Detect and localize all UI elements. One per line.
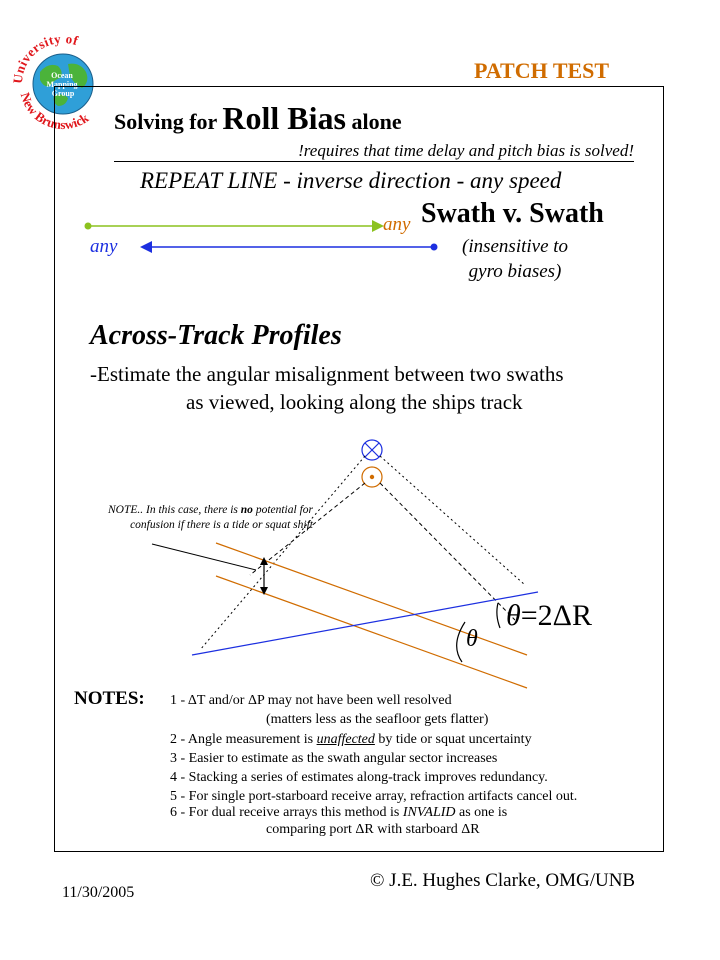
- forward-arrowhead: [372, 220, 384, 232]
- note-part-2: potential for: [252, 504, 313, 516]
- note-item-1-cont: (matters less as the seafloor gets flatt…: [266, 712, 489, 727]
- description-line-2: as viewed, looking along the ships track: [186, 390, 523, 414]
- note-item-2-b: by tide or squat uncertainty: [374, 732, 532, 747]
- any-forward-label: any: [383, 214, 411, 235]
- ship-out-of-page-icon: [361, 466, 383, 488]
- note-item-6-emph: INVALID: [402, 805, 456, 820]
- note-item-5: 5 - For single port-starboard receive ar…: [170, 789, 578, 804]
- note-leader-line: [151, 543, 257, 571]
- note-bold: no: [240, 504, 253, 516]
- globe-land-shape: [40, 63, 88, 106]
- insensitive-note: (insensitive to gyro biases): [462, 234, 568, 284]
- note-item-3: 3 - Easier to estimate as the swath angu…: [170, 751, 498, 766]
- note-item-2-emph: unaffected: [316, 732, 375, 747]
- title-main: Roll Bias: [222, 100, 346, 136]
- note-item-6: 6 - For dual receive arrays this method …: [170, 805, 507, 821]
- note-item-4: 4 - Stacking a series of estimates along…: [170, 770, 548, 785]
- note-item-6-cont: comparing port ΔR with starboard ΔR: [266, 822, 480, 837]
- repeat-line-text: REPEAT LINE - inverse direction - any sp…: [140, 168, 562, 193]
- title-prefix: Solving for: [114, 109, 223, 134]
- title-suffix: alone: [345, 109, 402, 134]
- slide-title: Solving for Roll Bias alone: [114, 100, 402, 137]
- note-item-2: 2 - Angle measurement is unaffected by t…: [170, 732, 532, 748]
- logo-inner-text: Ocean Mapping Group: [46, 71, 79, 98]
- notes-label: NOTES:: [74, 688, 145, 709]
- diagram-note-line-2: confusion if there is a tide or squat sh…: [130, 519, 313, 531]
- note-part-1: NOTE.. In this case, there is: [108, 504, 241, 516]
- footer-copyright: © J.E. Hughes Clarke, OMG/UNB: [370, 870, 636, 891]
- header-label: PATCH TEST: [474, 58, 610, 83]
- insensitive-line-2: gyro biases): [468, 261, 562, 282]
- footer-date: 11/30/2005: [62, 884, 135, 901]
- blue-beam-right: [379, 455, 526, 586]
- note-item-2-a: 2 - Angle measurement is: [170, 732, 317, 747]
- note-item-6-a: 6 - For dual receive arrays this method …: [170, 805, 403, 820]
- unb-omg-logo: Ocean Mapping Group University of New Br…: [10, 31, 94, 132]
- theta-equation-symbol: θ: [506, 599, 521, 632]
- note-item-1: 1 - ΔT and/or ΔP may not have been well …: [170, 693, 452, 708]
- insensitive-line-1: (insensitive to: [462, 236, 569, 257]
- across-track-heading: Across-Track Profiles: [90, 320, 342, 351]
- ship-into-page-icon: [361, 439, 383, 461]
- theta-label: θ: [466, 626, 478, 652]
- orange-profile-lower: [215, 575, 528, 689]
- reverse-arrowhead: [140, 241, 152, 253]
- diagram-note: NOTE.. In this case, there is no potenti…: [70, 503, 313, 533]
- across-track-description: -Estimate the angular misalignment betwe…: [90, 360, 640, 416]
- theta-equation: θ=2ΔR: [506, 599, 592, 633]
- reverse-start-dot: [430, 243, 438, 251]
- swath-label: Swath v. Swath: [421, 198, 604, 229]
- theta-arc-small: [456, 621, 466, 663]
- requirement-text: !requires that time delay and pitch bias…: [114, 141, 634, 162]
- diagram-note-line-1: NOTE.. In this case, there is no potenti…: [70, 503, 313, 518]
- note-item-6-b: as one is: [455, 805, 508, 820]
- forward-start-dot: [84, 222, 92, 230]
- slide-frame: [54, 86, 664, 852]
- theta-arc-large: [496, 602, 501, 629]
- theta-equation-rhs: =2ΔR: [520, 599, 592, 632]
- blue-profile: [191, 591, 539, 656]
- orange-profile-upper: [215, 542, 528, 656]
- description-line-1: -Estimate the angular misalignment betwe…: [90, 362, 564, 386]
- any-reverse-label: any: [90, 236, 118, 257]
- orange-beam-left: [249, 482, 366, 576]
